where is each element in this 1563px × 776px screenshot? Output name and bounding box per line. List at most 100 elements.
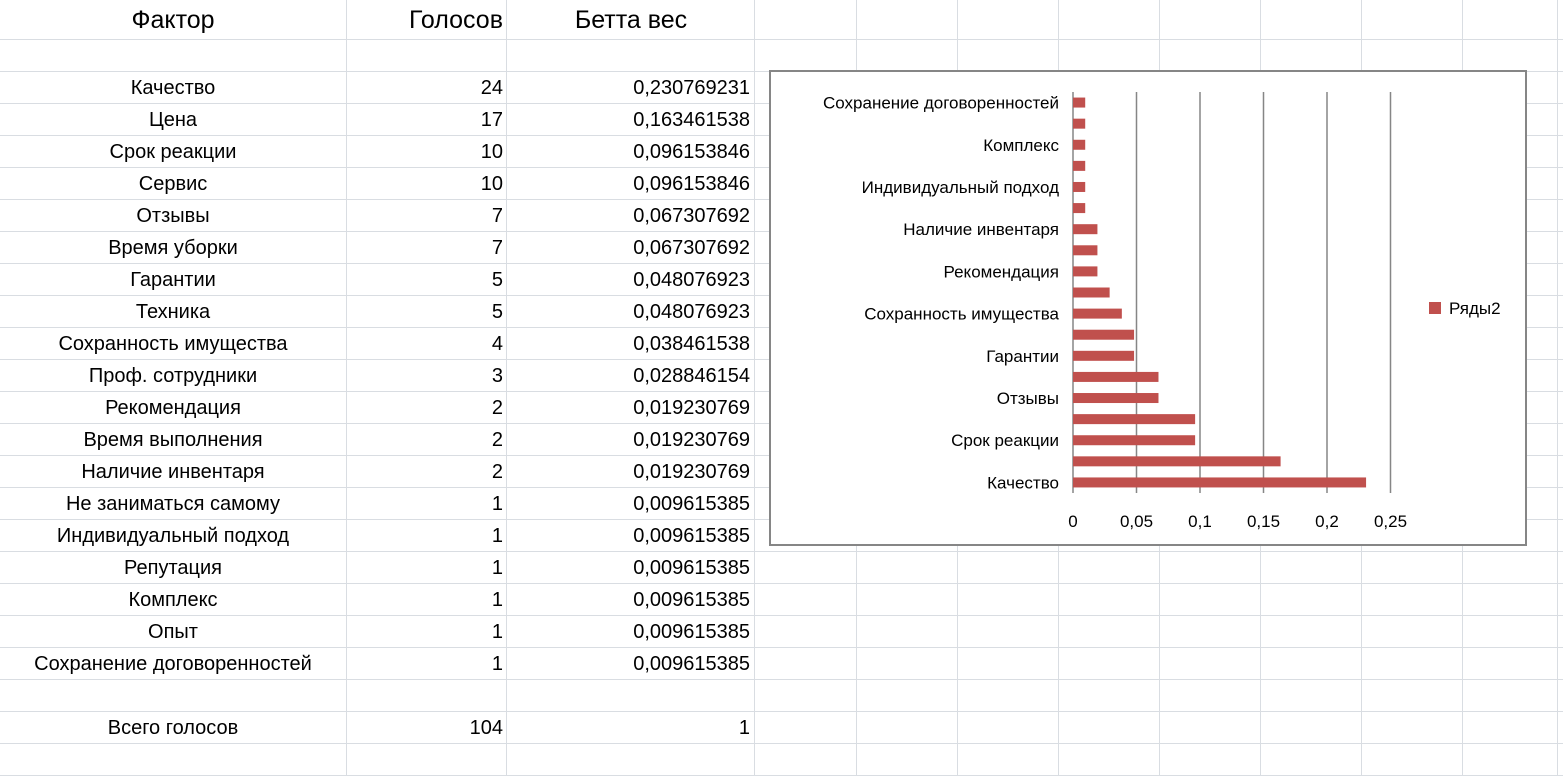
header-factor[interactable]: Фактор bbox=[131, 6, 215, 34]
row-votes[interactable]: 7 bbox=[491, 237, 503, 259]
bar bbox=[1073, 266, 1098, 277]
row-factor[interactable]: Техника bbox=[135, 301, 211, 323]
row-factor[interactable]: Сохранность имущества bbox=[58, 333, 288, 355]
category-label: Комплекс bbox=[983, 136, 1059, 155]
row-votes[interactable]: 4 bbox=[491, 333, 503, 355]
grid-line bbox=[1557, 0, 1558, 775]
bar bbox=[1073, 139, 1086, 150]
row-beta[interactable]: 0,048076923 bbox=[633, 269, 750, 291]
category-label: Гарантии bbox=[986, 347, 1059, 366]
legend-label: Ряды2 bbox=[1449, 299, 1501, 318]
category-label: Рекомендация bbox=[944, 262, 1059, 281]
row-votes[interactable]: 1 bbox=[491, 493, 503, 515]
row-beta[interactable]: 0,019230769 bbox=[633, 461, 750, 483]
x-tick-label: 0 bbox=[1068, 512, 1077, 531]
grid-line bbox=[0, 551, 1563, 552]
bar bbox=[1073, 203, 1086, 214]
row-beta[interactable]: 0,009615385 bbox=[633, 525, 750, 547]
row-factor[interactable]: Цена bbox=[148, 109, 198, 131]
total-beta[interactable]: 1 bbox=[738, 717, 750, 739]
header-votes[interactable]: Голосов bbox=[409, 6, 503, 34]
row-factor[interactable]: Комплекс bbox=[128, 589, 218, 611]
bar bbox=[1073, 371, 1159, 382]
bar bbox=[1073, 118, 1086, 129]
row-factor[interactable]: Рекомендация bbox=[105, 397, 241, 419]
bar bbox=[1073, 97, 1086, 108]
bar bbox=[1073, 477, 1367, 488]
category-label: Сохранение договоренностей bbox=[823, 94, 1059, 113]
total-label[interactable]: Всего голосов bbox=[107, 717, 239, 739]
row-factor[interactable]: Качество bbox=[130, 77, 216, 99]
row-factor[interactable]: Опыт bbox=[148, 621, 198, 643]
row-beta[interactable]: 0,067307692 bbox=[633, 237, 750, 259]
row-votes[interactable]: 1 bbox=[491, 589, 503, 611]
row-votes[interactable]: 24 bbox=[480, 77, 503, 99]
row-votes[interactable]: 17 bbox=[480, 109, 503, 131]
row-beta[interactable]: 0,019230769 bbox=[633, 397, 750, 419]
row-factor[interactable]: Время выполнения bbox=[83, 429, 263, 451]
row-votes[interactable]: 3 bbox=[491, 365, 503, 387]
row-beta[interactable]: 0,009615385 bbox=[633, 621, 750, 643]
x-tick-label: 0,05 bbox=[1120, 512, 1153, 531]
chart-svg: 0 0,05 0,1 0,15 0,2 0,25 Качество Срок реакции О… bbox=[823, 92, 1501, 531]
bar bbox=[1073, 435, 1196, 446]
row-beta[interactable]: 0,067307692 bbox=[633, 205, 750, 227]
legend-swatch bbox=[1429, 302, 1441, 314]
row-votes[interactable]: 5 bbox=[491, 269, 503, 291]
bar bbox=[1073, 414, 1196, 425]
row-votes[interactable]: 10 bbox=[480, 141, 503, 163]
grid-line bbox=[506, 0, 507, 775]
grid-line bbox=[0, 743, 1563, 744]
row-votes[interactable]: 2 bbox=[491, 397, 503, 419]
row-factor[interactable]: Репутация bbox=[124, 557, 222, 579]
row-factor[interactable]: Индивидуальный подход bbox=[56, 525, 290, 547]
row-votes[interactable]: 1 bbox=[491, 653, 503, 675]
row-beta[interactable]: 0,009615385 bbox=[633, 589, 750, 611]
row-beta[interactable]: 0,009615385 bbox=[633, 653, 750, 675]
row-beta[interactable]: 0,009615385 bbox=[633, 493, 750, 515]
category-label: Сохранность имущества bbox=[864, 305, 1059, 324]
row-votes[interactable]: 5 bbox=[491, 301, 503, 323]
row-beta[interactable]: 0,163461538 bbox=[633, 109, 750, 131]
total-votes[interactable]: 104 bbox=[469, 717, 503, 739]
bar bbox=[1073, 224, 1098, 235]
grid-line bbox=[0, 615, 1563, 616]
row-factor[interactable]: Сохранение договоренностей bbox=[34, 653, 312, 675]
row-votes[interactable]: 1 bbox=[491, 621, 503, 643]
row-factor[interactable]: Отзывы bbox=[136, 205, 210, 227]
bar bbox=[1073, 287, 1110, 298]
category-label: Наличие инвентаря bbox=[903, 220, 1059, 239]
grid-line bbox=[0, 583, 1563, 584]
row-factor[interactable]: Не заниматься самому bbox=[65, 493, 280, 515]
row-votes[interactable]: 1 bbox=[491, 557, 503, 579]
row-beta[interactable]: 0,048076923 bbox=[633, 301, 750, 323]
row-beta[interactable]: 0,038461538 bbox=[633, 333, 750, 355]
row-votes[interactable]: 2 bbox=[491, 461, 503, 483]
row-factor[interactable]: Сервис bbox=[138, 173, 208, 195]
grid-line bbox=[754, 0, 755, 775]
bar bbox=[1073, 329, 1135, 340]
row-beta[interactable]: 0,009615385 bbox=[633, 557, 750, 579]
row-factor[interactable]: Наличие инвентаря bbox=[81, 461, 265, 483]
row-factor[interactable]: Время уборки bbox=[108, 237, 238, 259]
bar bbox=[1073, 350, 1135, 361]
row-beta[interactable]: 0,230769231 bbox=[633, 77, 750, 99]
row-beta[interactable]: 0,096153846 bbox=[633, 173, 750, 195]
row-beta[interactable]: 0,096153846 bbox=[633, 141, 750, 163]
row-factor[interactable]: Гарантии bbox=[130, 269, 216, 291]
x-tick-label: 0,1 bbox=[1188, 512, 1212, 531]
row-votes[interactable]: 1 bbox=[491, 525, 503, 547]
row-beta[interactable]: 0,028846154 bbox=[633, 365, 750, 387]
chart[interactable]: 0 0,05 0,1 0,15 0,2 0,25 Качество Срок реакции О… bbox=[769, 70, 1527, 546]
row-beta[interactable]: 0,019230769 bbox=[633, 429, 750, 451]
x-tick-label: 0,15 bbox=[1247, 512, 1280, 531]
bar bbox=[1073, 245, 1098, 256]
row-votes[interactable]: 10 bbox=[480, 173, 503, 195]
row-factor[interactable]: Срок реакции bbox=[109, 141, 237, 163]
bar bbox=[1073, 308, 1122, 319]
header-beta[interactable]: Бетта вес bbox=[574, 6, 688, 34]
row-votes[interactable]: 2 bbox=[491, 429, 503, 451]
row-factor[interactable]: Проф. сотрудники bbox=[88, 365, 258, 387]
row-votes[interactable]: 7 bbox=[491, 205, 503, 227]
grid-line bbox=[0, 647, 1563, 648]
